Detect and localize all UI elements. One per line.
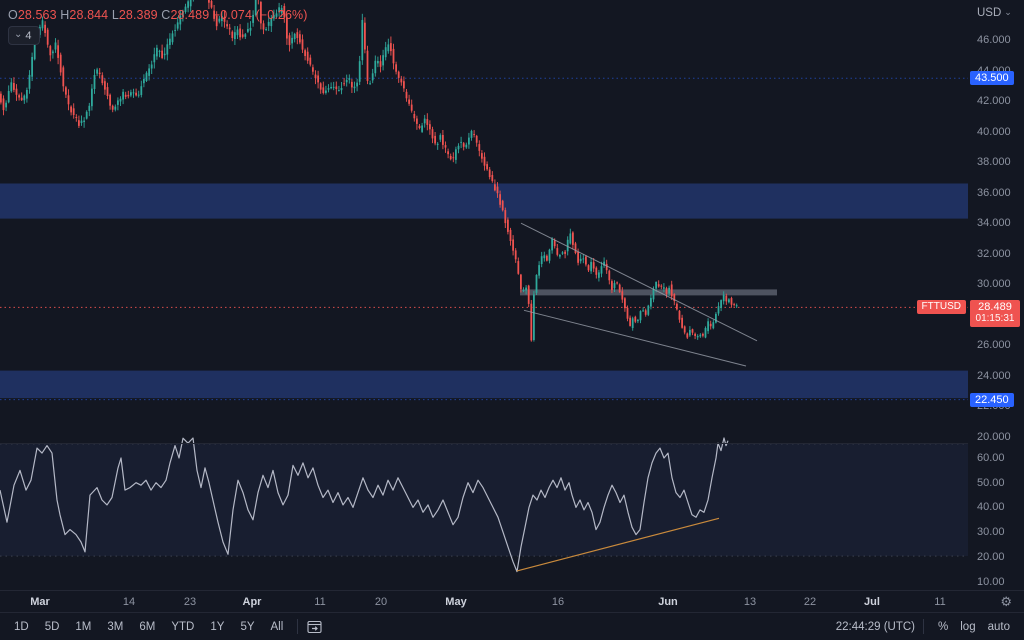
alert-price-label: 43.500 xyxy=(970,71,1014,86)
time-label: May xyxy=(445,596,467,608)
last-price-value: 28.489 xyxy=(978,301,1012,314)
toolbar-divider xyxy=(923,619,925,634)
bar-countdown: 01:15:31 xyxy=(975,313,1015,325)
price-tick: 24.000 xyxy=(977,369,1011,382)
currency-dropdown[interactable]: USD ⌄ xyxy=(977,7,1012,19)
log-scale-button[interactable]: log xyxy=(960,620,976,633)
time-label: 13 xyxy=(743,596,757,608)
bottom-toolbar: 1D 5D 1M 3M 6M YTD 1Y 5Y All 22:44:29 (UTC) % lo… xyxy=(0,612,1024,640)
price-tick: 30.000 xyxy=(977,278,1011,291)
rsi-tick: 10.00 xyxy=(977,575,1005,588)
clock[interactable]: 22:44:29 (UTC) xyxy=(835,620,916,633)
open-label: O xyxy=(8,8,18,22)
close-label: C xyxy=(161,8,171,22)
ohlc-legend: O28.563 H28.844 L28.389 C28.489 −0.074 (… xyxy=(8,8,307,22)
high-label: H xyxy=(60,8,70,22)
alert-price-label: 22.450 xyxy=(970,392,1014,407)
range-button-1m[interactable]: 1M xyxy=(75,620,92,633)
time-label: Jun xyxy=(658,596,678,608)
time-label: 23 xyxy=(183,596,197,608)
time-label: 11 xyxy=(934,596,946,608)
high-value: 28.844 xyxy=(69,8,109,22)
rsi-tick: 50.00 xyxy=(977,476,1005,489)
price-tick: 34.000 xyxy=(977,217,1011,230)
range-button-all[interactable]: All xyxy=(270,620,284,633)
low-label: L xyxy=(111,8,119,22)
range-button-3m[interactable]: 3M xyxy=(107,620,124,633)
rsi-tick: 20.00 xyxy=(977,550,1005,563)
price-tick: 32.000 xyxy=(977,247,1011,260)
currency-value: USD xyxy=(977,7,1002,19)
price-axis[interactable]: 46.00044.00042.00040.00038.00036.00034.0… xyxy=(968,0,1024,590)
price-tick: 26.000 xyxy=(977,339,1011,352)
percent-scale-button[interactable]: % xyxy=(938,620,949,633)
range-button-1d[interactable]: 1D xyxy=(14,620,29,633)
chevron-down-icon: ⌄ xyxy=(1004,7,1012,17)
price-tick: 42.000 xyxy=(977,95,1011,108)
toolbar-divider xyxy=(297,619,299,634)
time-label: 20 xyxy=(374,596,388,608)
time-label: 16 xyxy=(551,596,565,608)
range-button-1y[interactable]: 1Y xyxy=(210,620,225,633)
change-value: −0.074 (−0.26%) xyxy=(212,8,308,22)
time-axis[interactable]: ⚙ Mar 14 23 Apr 11 20 May 16 Jun 13 22 Jul 11 xyxy=(0,590,1024,612)
gear-icon[interactable]: ⚙ xyxy=(1000,594,1012,609)
price-tick: 38.000 xyxy=(977,156,1011,169)
go-to-date-button[interactable] xyxy=(306,618,323,635)
range-button-ytd[interactable]: YTD xyxy=(171,620,195,633)
low-value: 28.389 xyxy=(118,8,158,22)
rsi-tick: 30.00 xyxy=(977,526,1005,539)
price-tick: 46.000 xyxy=(977,34,1011,46)
date-range-buttons: 1D 5D 1M 3M 6M YTD 1Y 5Y All xyxy=(8,618,289,636)
time-label: 14 xyxy=(122,596,136,608)
rsi-tick: 40.00 xyxy=(977,501,1005,514)
close-value: 28.489 xyxy=(170,8,210,22)
last-price-label: 28.489 01:15:31 xyxy=(970,300,1020,328)
time-label: Jul xyxy=(864,596,880,608)
chevron-down-icon: ⌄ xyxy=(14,28,23,40)
range-button-6m[interactable]: 6M xyxy=(139,620,156,633)
price-tick: 20.000 xyxy=(977,431,1011,443)
go-to-date-icon xyxy=(307,620,322,634)
range-button-5y[interactable]: 5Y xyxy=(240,620,255,633)
auto-scale-button[interactable]: auto xyxy=(987,620,1010,633)
interval-value: 4 xyxy=(25,29,32,42)
time-label: 11 xyxy=(314,596,326,608)
price-tick: 40.000 xyxy=(977,125,1011,138)
rsi-tick: 60.00 xyxy=(977,452,1005,464)
symbol-price-tag: FTTUSD xyxy=(916,300,966,314)
chart-canvas[interactable] xyxy=(0,0,1024,612)
time-label: 22 xyxy=(803,596,817,608)
legend-interval-chip[interactable]: ⌄ 4 xyxy=(8,26,40,45)
price-tick: 36.000 xyxy=(977,186,1011,199)
open-value: 28.563 xyxy=(17,8,57,22)
time-label: Apr xyxy=(242,596,262,608)
toolbar-right-group: 22:44:29 (UTC) % log auto xyxy=(836,619,1016,635)
time-label: Mar xyxy=(30,596,50,608)
range-button-5d[interactable]: 5D xyxy=(44,620,60,633)
